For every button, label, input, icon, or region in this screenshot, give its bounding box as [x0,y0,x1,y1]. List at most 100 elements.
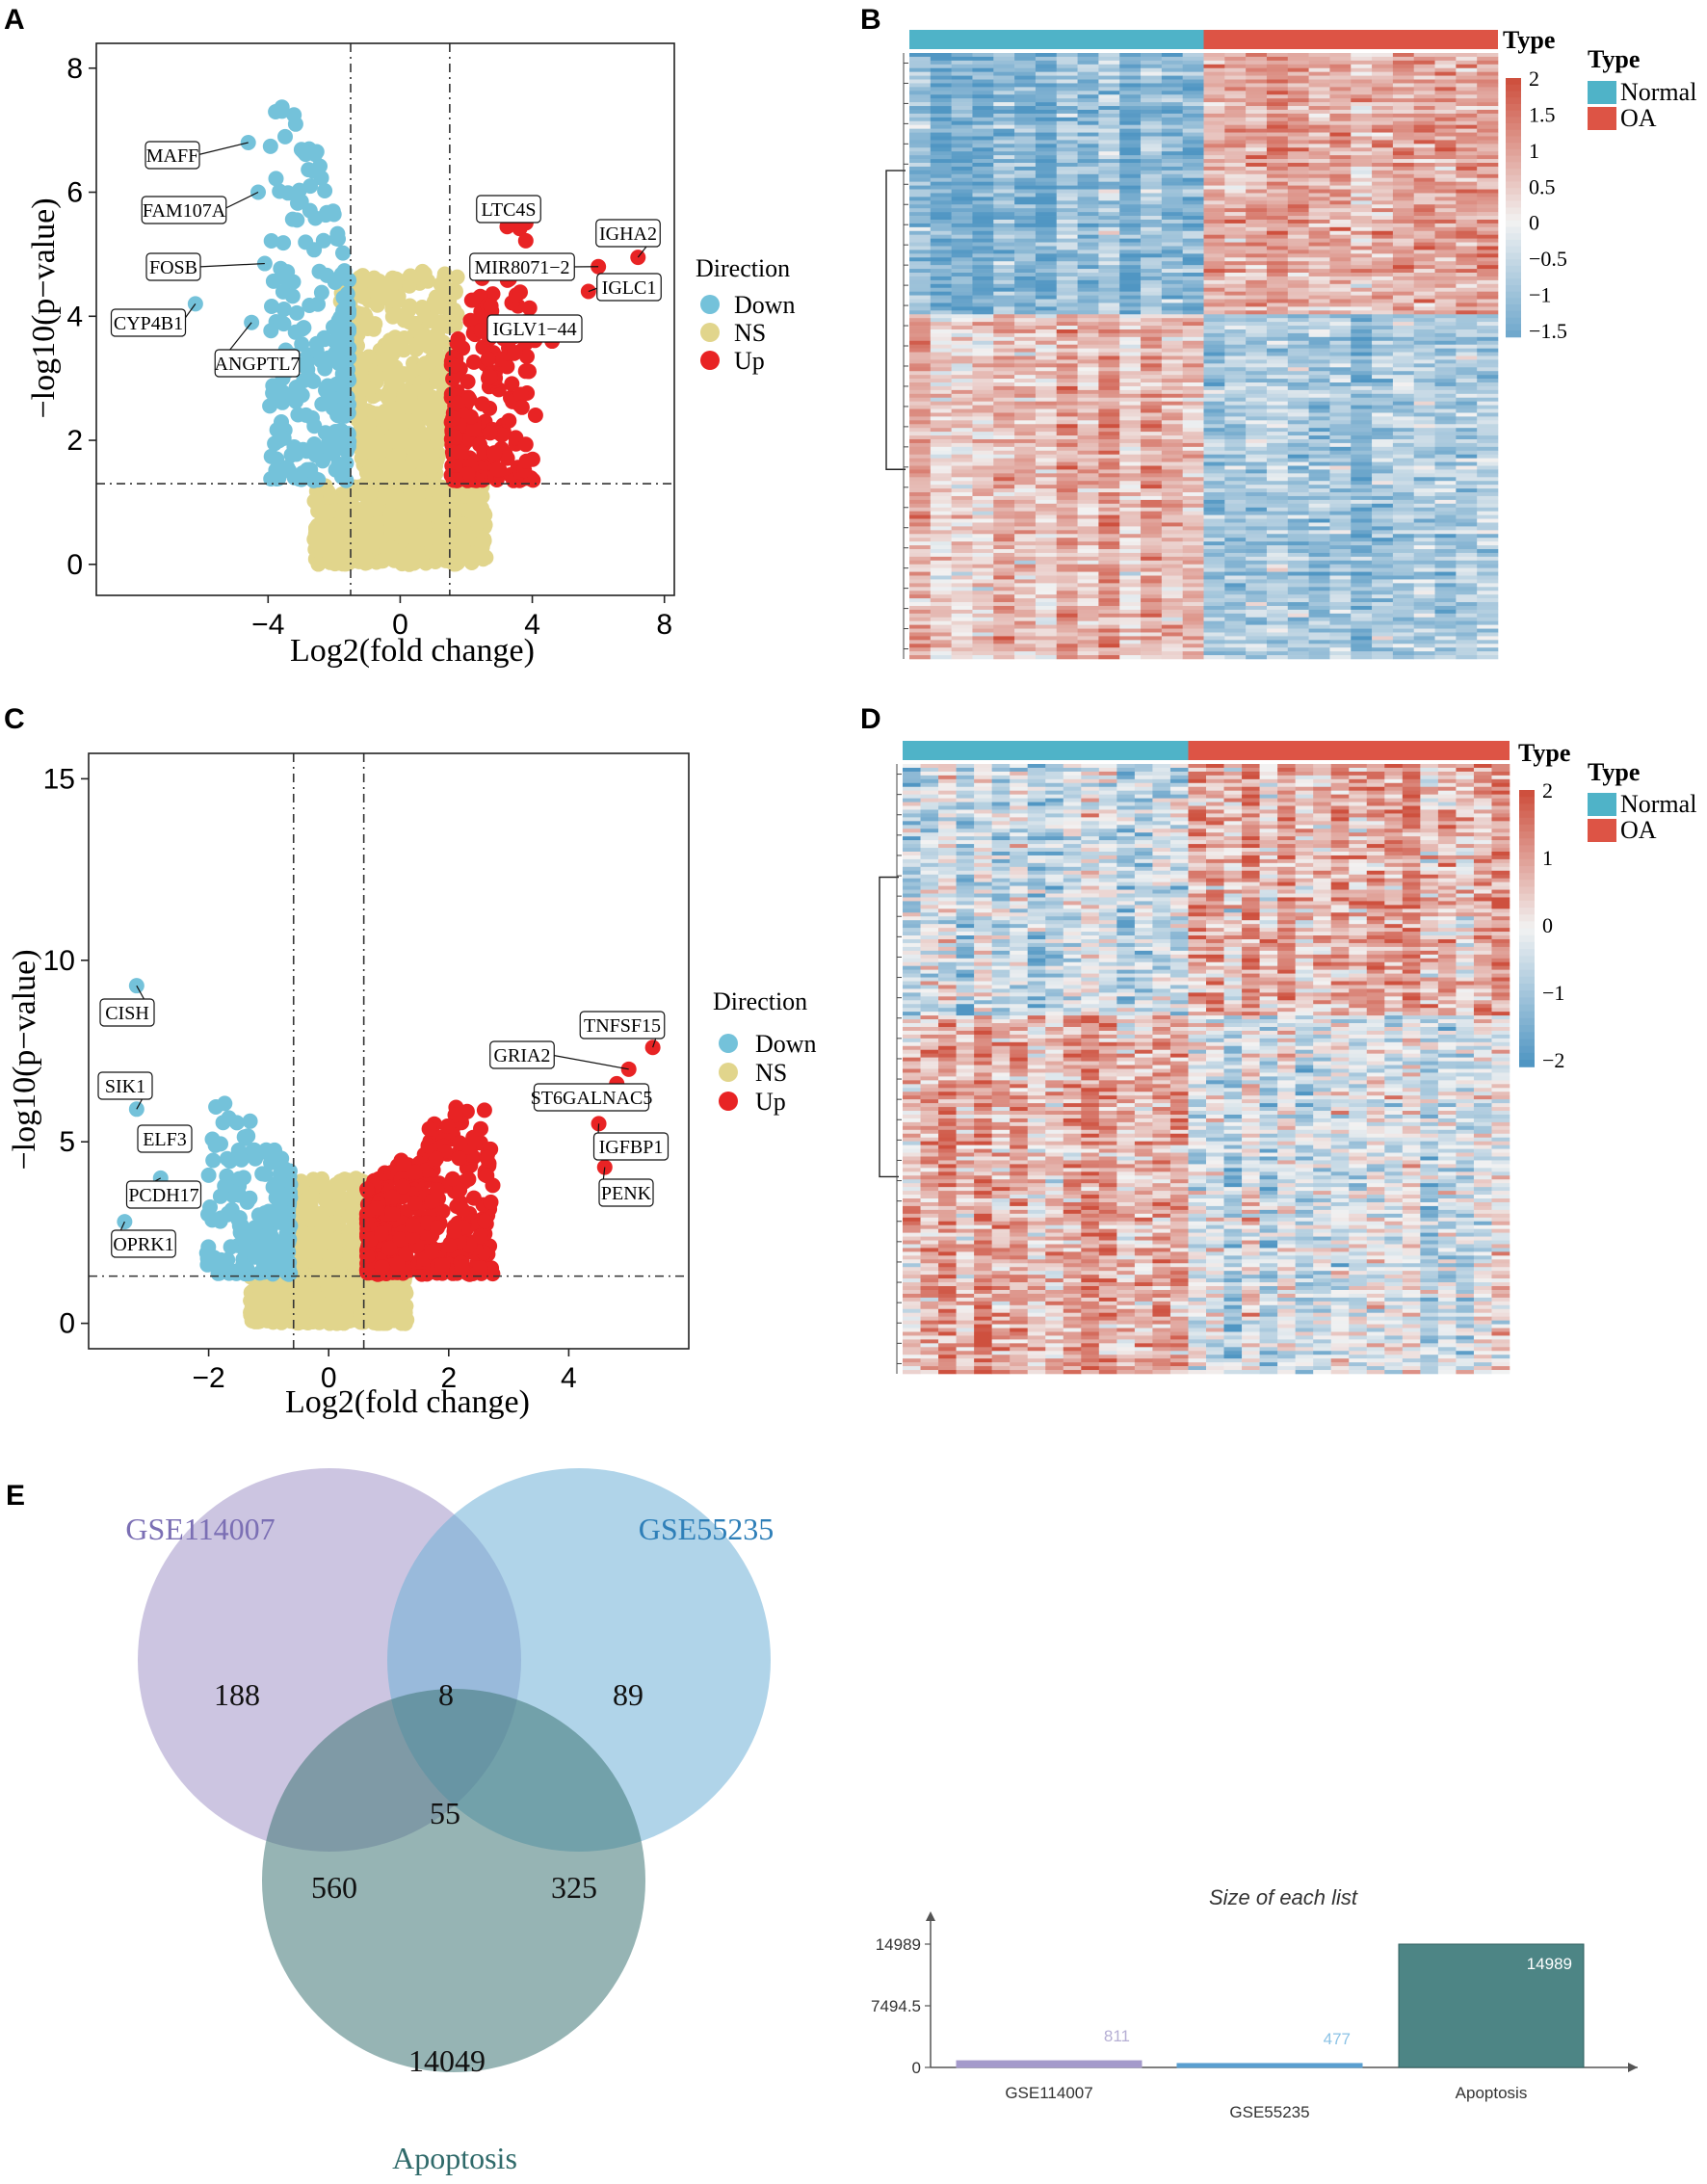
up-point [512,284,528,301]
down-point [281,1163,298,1179]
heatmap-cell [1434,56,1457,62]
heatmap-cell [1161,120,1183,125]
heatmap-cell [951,64,973,69]
heatmap-cell [1098,144,1120,148]
up-point [389,1255,406,1272]
heatmap-cell [1035,117,1058,122]
heatmap-cell [1351,117,1373,122]
heatmap-cell [1372,170,1394,175]
heatmap-cell [972,64,994,69]
heatmap-cell [1246,124,1268,129]
heatmap-cell [1308,83,1330,88]
heatmap-cell [1014,185,1037,190]
heatmap-cell [1224,106,1247,111]
heatmap-cell [972,98,994,103]
ns-point [429,372,445,388]
heatmap-cell [972,151,994,156]
heatmap-cell [909,170,932,175]
heatmap-cell [1098,60,1120,66]
heatmap-cell [972,79,994,84]
up-point [513,399,530,415]
heatmap-cell [1413,83,1435,88]
heatmap-cell [1161,189,1183,194]
heatmap-cell [1161,151,1183,156]
down-point [301,370,317,385]
heatmap-cell [1161,193,1183,197]
heatmap-cell [1224,64,1247,69]
heatmap-cell [1119,193,1142,197]
up-point [359,1181,375,1197]
down-point [288,446,304,462]
heatmap-cell [1098,185,1120,190]
heatmap-cell [1077,128,1099,133]
heatmap-cell [1224,193,1247,197]
gene-label: IGLC1 [602,277,657,299]
heatmap-cell [993,147,1015,152]
heatmap-cell [1056,87,1078,92]
ns-point [360,382,377,397]
heatmap-cell [993,193,1015,197]
heatmap-cell [1014,109,1037,115]
heatmap-cell [930,170,952,175]
down-point [313,284,329,301]
heatmap-cell [1098,140,1120,145]
heatmap-cell [1308,155,1330,160]
heatmap-cell [1329,159,1352,164]
heatmap-cell [1477,53,1499,58]
heatmap-cell [1329,113,1352,118]
heatmap-cell [1477,83,1499,88]
heatmap-cell [951,193,973,197]
heatmap-cell [1329,163,1352,168]
heatmap-cell [993,155,1015,160]
heatmap-cell [1351,60,1373,66]
heatmap-cell [972,173,994,179]
heatmap-cell [1224,75,1247,80]
heatmap-cell [1266,87,1289,92]
heatmap-cell [1141,94,1163,99]
heatmap-cell [993,189,1015,194]
heatmap-cell [972,170,994,175]
heatmap-cell [1246,166,1268,171]
heatmap-cell [1266,91,1289,95]
heatmap-cell [1434,124,1457,129]
heatmap-cell [1224,185,1247,190]
gene-label: TNFSF15 [584,1015,661,1037]
heatmap-cell [1308,91,1330,95]
up-point [483,369,498,385]
heatmap-cell [1456,189,1478,194]
heatmap-cell [951,120,973,125]
heatmap-cell [993,159,1015,164]
heatmap-cell [1224,117,1247,122]
heatmap-cell [1141,140,1163,145]
heatmap-cell [1141,177,1163,182]
heatmap-cell [1266,128,1289,133]
heatmap-cell [1266,173,1289,179]
down-point [288,393,304,409]
heatmap-cell [1119,155,1142,160]
ns-point [417,389,433,406]
heatmap-cell [1246,136,1268,141]
heatmap-cell [972,177,994,182]
heatmap-cell [1014,53,1037,58]
heatmap-cell [1246,79,1268,84]
heatmap-cell [1098,53,1120,58]
heatmap-cell [1182,185,1204,190]
ns-point [355,288,371,304]
heatmap-cell [951,189,973,194]
volcano-a-legend: Direction Down NS Up [696,254,796,375]
heatmap-cell [1308,79,1330,84]
heatmap-b: 21.510.50−0.5−1−1.5 Type Type Normal OA [885,26,1696,660]
heatmap-cell [1477,128,1499,133]
heatmap-cell [909,64,932,69]
heatmap-cell [1014,159,1037,164]
heatmap-cell [972,60,994,66]
heatmap-cell [1014,136,1037,141]
heatmap-cell [1119,109,1142,115]
heatmap-cell [1203,120,1225,125]
heatmap-cell [1056,113,1078,118]
heatmap-cell [1182,163,1204,168]
down-point [269,422,285,438]
legend-a-up-swatch [700,351,720,370]
heatmap-cell [1413,56,1435,62]
heatmap-cell [1182,155,1204,160]
